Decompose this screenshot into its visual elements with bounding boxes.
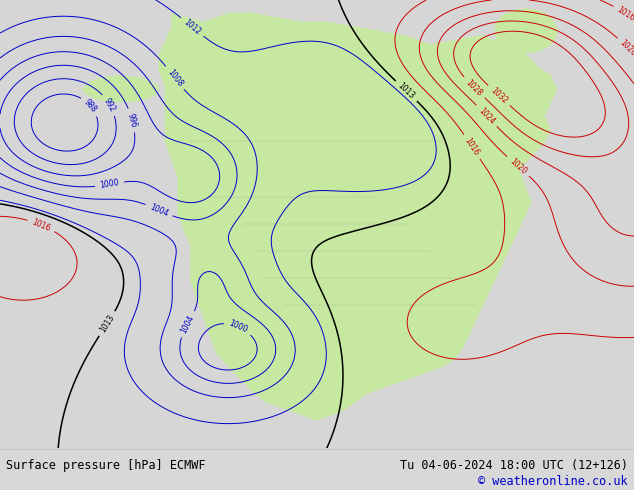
Text: 1013: 1013 xyxy=(396,81,417,101)
Text: 1020: 1020 xyxy=(508,156,528,176)
Text: © weatheronline.co.uk: © weatheronline.co.uk xyxy=(478,475,628,488)
Text: 1013: 1013 xyxy=(98,313,116,334)
Text: Tu 04-06-2024 18:00 UTC (12+126): Tu 04-06-2024 18:00 UTC (12+126) xyxy=(399,459,628,472)
Text: 1016: 1016 xyxy=(463,136,481,157)
Text: 1004: 1004 xyxy=(179,314,196,335)
Text: 1032: 1032 xyxy=(489,86,509,105)
Text: 1028: 1028 xyxy=(464,78,484,98)
Text: 1000: 1000 xyxy=(228,319,249,335)
Text: 1000: 1000 xyxy=(100,178,120,191)
Text: 1024: 1024 xyxy=(477,106,496,126)
Text: 1008: 1008 xyxy=(165,68,184,88)
Text: 1012: 1012 xyxy=(182,18,202,37)
Text: 1004: 1004 xyxy=(148,202,169,218)
Text: 1020: 1020 xyxy=(618,38,634,58)
Text: Surface pressure [hPa] ECMWF: Surface pressure [hPa] ECMWF xyxy=(6,459,206,472)
Text: 1016: 1016 xyxy=(616,5,634,23)
Text: 1016: 1016 xyxy=(30,217,52,233)
Text: 988: 988 xyxy=(82,98,99,114)
Text: 992: 992 xyxy=(102,96,117,113)
Text: 996: 996 xyxy=(126,112,138,128)
